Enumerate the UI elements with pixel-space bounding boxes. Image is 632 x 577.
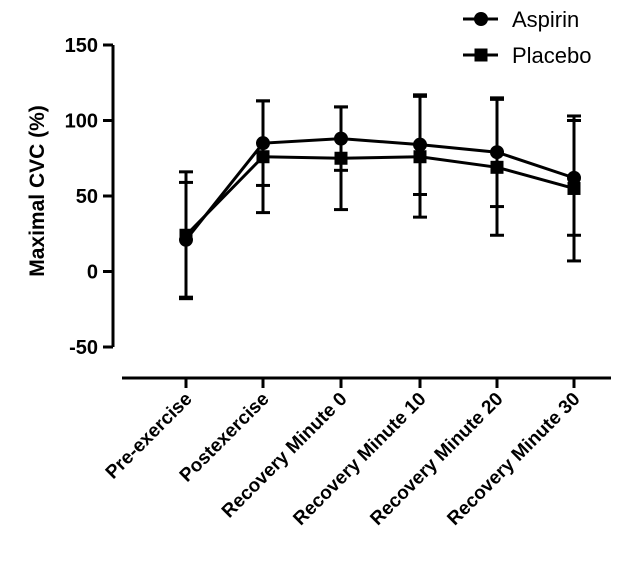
series-line: [184, 137, 575, 241]
y-tick-label: 150: [65, 35, 98, 57]
legend-marker: [474, 48, 488, 62]
data-point: [567, 181, 581, 195]
legend-label: Placebo: [512, 43, 592, 68]
x-tick-label: Recovery Minute 20: [366, 389, 507, 530]
series-aspirin: [179, 93, 581, 299]
y-tick-label: 50: [76, 186, 98, 208]
y-tick-label: 0: [87, 262, 98, 284]
legend-item-placebo: Placebo: [463, 43, 592, 68]
data-point: [256, 150, 270, 164]
data-point: [490, 160, 504, 174]
series-line: [184, 155, 575, 237]
data-point: [334, 151, 348, 165]
plot-area: [179, 93, 581, 301]
legend-label: Aspirin: [512, 7, 579, 32]
x-tick-label: Recovery Minute 10: [289, 389, 430, 530]
legend-marker: [474, 12, 488, 26]
y-tick-label: -50: [69, 337, 98, 359]
y-axis-label: Maximal CVC (%): [26, 105, 49, 277]
x-tick-label: Recovery Minute 30: [443, 389, 584, 530]
axes: -50050100150Pre-exercisePostexerciseReco…: [65, 35, 611, 530]
legend: Aspirin Placebo: [463, 7, 592, 68]
series-placebo: [179, 94, 581, 301]
data-point: [179, 228, 193, 242]
legend-item-aspirin: Aspirin: [463, 7, 579, 32]
y-tick-label: 100: [65, 111, 98, 133]
data-point: [413, 150, 427, 164]
